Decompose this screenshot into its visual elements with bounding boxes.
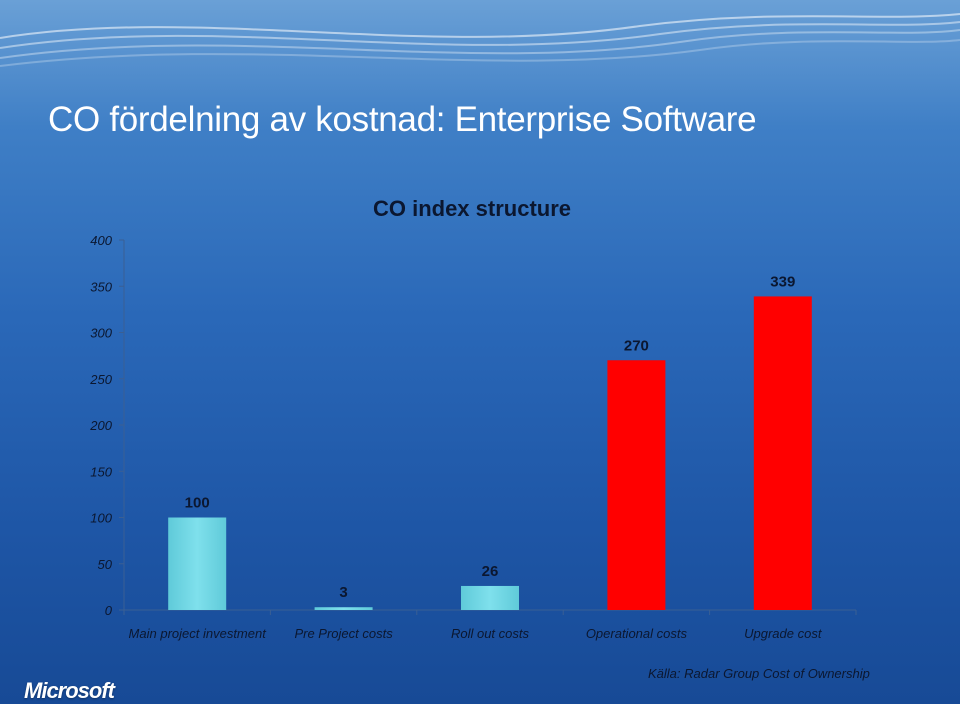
data-label: 100	[185, 495, 210, 512]
y-tick-label: 0	[105, 603, 113, 618]
slide-title: CO fördelning av kostnad: Enterprise Sof…	[48, 100, 757, 139]
bar-upgrade-cost	[753, 296, 812, 610]
y-tick-label: 50	[98, 557, 113, 572]
decorative-waves	[0, 13, 960, 67]
category-label: Pre Project costs	[294, 626, 393, 641]
bar-operational-costs	[607, 360, 666, 610]
data-label: 270	[624, 337, 649, 354]
category-label: Main project investment	[129, 626, 268, 641]
category-label: Roll out costs	[451, 626, 530, 641]
category-label: Upgrade cost	[744, 626, 823, 641]
bar-pre-project-costs	[314, 607, 373, 610]
chart-title: CO index structure	[373, 196, 571, 221]
y-tick-label: 250	[89, 372, 112, 387]
y-tick-label: 100	[90, 511, 112, 526]
y-tick-label: 150	[90, 464, 112, 479]
bar-roll-out-costs	[461, 585, 519, 610]
data-label: 339	[770, 273, 795, 290]
source-note: Källa: Radar Group Cost of Ownership	[648, 666, 870, 681]
data-label: 26	[482, 563, 499, 580]
y-tick-label: 400	[90, 233, 112, 248]
y-tick-label: 200	[89, 418, 112, 433]
y-tick-label: 350	[90, 279, 112, 294]
data-label: 3	[339, 584, 347, 601]
category-label: Operational costs	[586, 626, 688, 641]
microsoft-logo: Microsoft	[24, 678, 115, 703]
bar-main-project-investment	[168, 517, 227, 610]
y-tick-label: 300	[90, 326, 112, 341]
